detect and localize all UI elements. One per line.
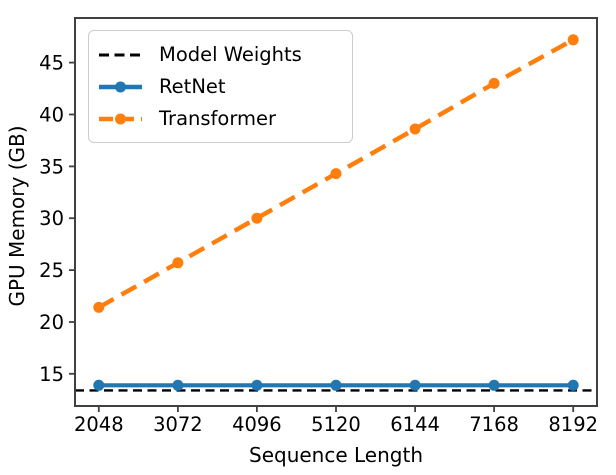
x-tick-label: 6144 (390, 413, 440, 436)
legend-item-retnet: RetNet (97, 71, 338, 102)
dashed-line-icon (99, 53, 142, 56)
data-point-1[interactable] (251, 379, 263, 391)
legend: Model Weights RetNet Transformer (88, 30, 353, 143)
legend-label-retnet: RetNet (159, 74, 226, 98)
y-tick-label: 40 (39, 104, 64, 127)
y-tick-label: 20 (39, 311, 64, 334)
solid-line-marker-icon (99, 81, 142, 92)
data-point-2[interactable] (330, 168, 342, 180)
y-tick-label: 25 (39, 259, 64, 282)
x-tick-label: 4096 (232, 413, 282, 436)
data-point-1[interactable] (409, 379, 421, 391)
data-point-1[interactable] (488, 379, 500, 391)
x-tick-label: 8192 (548, 413, 598, 436)
dashed-line-marker-icon (99, 113, 142, 124)
y-axis-title: GPU Memory (GB) (5, 125, 29, 307)
legend-label-transformer: Transformer (159, 106, 277, 130)
data-point-2[interactable] (567, 34, 579, 46)
y-tick-label: 30 (39, 207, 64, 230)
y-tick-label: 45 (39, 52, 64, 75)
data-point-1[interactable] (93, 379, 105, 391)
data-point-2[interactable] (93, 301, 105, 313)
data-point-1[interactable] (172, 379, 184, 391)
legend-item-model-weights: Model Weights (97, 39, 338, 70)
legend-sample-marker (115, 113, 126, 124)
data-point-2[interactable] (172, 257, 184, 269)
x-tick-label: 7168 (469, 413, 519, 436)
data-point-1[interactable] (567, 379, 579, 391)
x-tick-label: 3072 (153, 413, 203, 436)
legend-label-model-weights: Model Weights (159, 42, 302, 66)
x-tick-label: 2048 (74, 413, 124, 436)
data-point-2[interactable] (409, 123, 421, 135)
legend-sample-marker (115, 81, 126, 92)
data-point-2[interactable] (251, 212, 263, 224)
y-tick-label: 15 (39, 363, 64, 386)
x-tick-label: 5120 (311, 413, 361, 436)
legend-item-transformer: Transformer (97, 103, 338, 134)
data-point-2[interactable] (488, 77, 500, 89)
data-point-1[interactable] (330, 379, 342, 391)
y-tick-label: 35 (39, 155, 64, 178)
x-axis-title: Sequence Length (249, 443, 423, 467)
